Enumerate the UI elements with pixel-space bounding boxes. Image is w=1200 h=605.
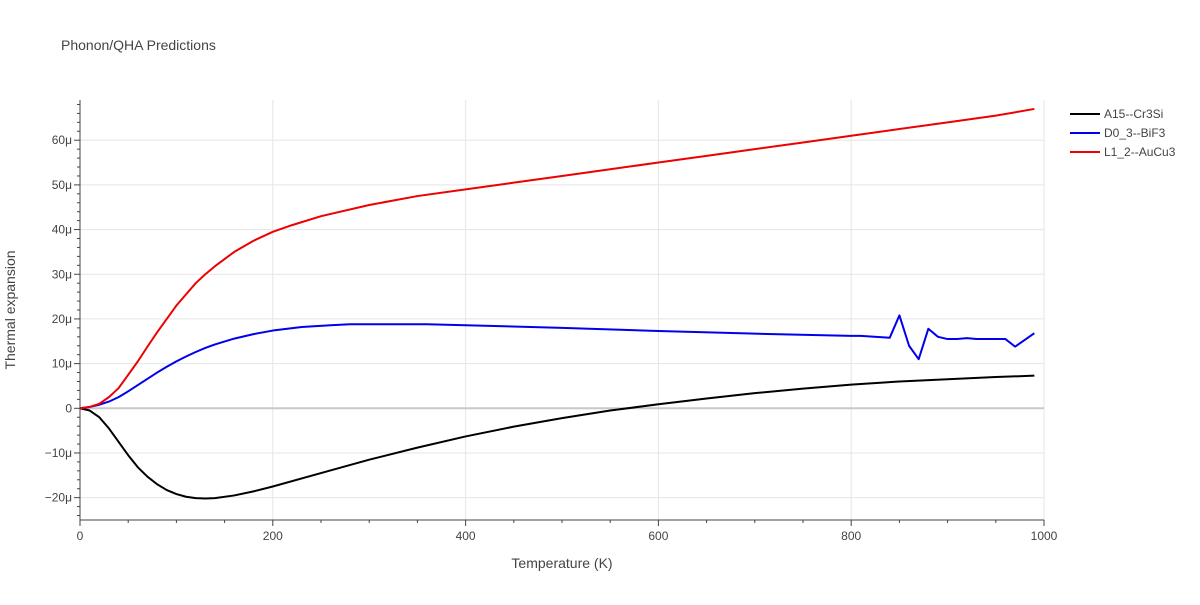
y-tick-label: 40μ bbox=[52, 223, 72, 237]
y-axis-title: Thermal expansion bbox=[2, 250, 18, 369]
y-tick-label: 50μ bbox=[52, 178, 72, 192]
series-line-D0_3--BiF3[interactable] bbox=[79, 314, 1035, 410]
y-tick-label: 60μ bbox=[52, 133, 72, 147]
x-tick-label: 400 bbox=[456, 529, 476, 543]
y-tick-label: −20μ bbox=[45, 491, 72, 505]
series-layer bbox=[79, 107, 1035, 500]
y-tick-label: 0 bbox=[65, 401, 72, 415]
grid-layer bbox=[80, 100, 1045, 520]
x-tick-label: 600 bbox=[648, 529, 668, 543]
series-line-A15--Cr3Si[interactable] bbox=[79, 374, 1035, 500]
x-tick-label: 0 bbox=[77, 529, 84, 543]
x-tick-label: 800 bbox=[841, 529, 861, 543]
y-tick-label: −10μ bbox=[45, 446, 72, 460]
y-tick-label: 30μ bbox=[52, 267, 72, 281]
x-tick-label: 200 bbox=[263, 529, 283, 543]
legend: A15--Cr3Si D0_3--BiF3 L1_2--AuCu3 bbox=[1070, 107, 1176, 159]
legend-item-label[interactable]: D0_3--BiF3 bbox=[1104, 126, 1166, 140]
chart-title: Phonon/QHA Predictions bbox=[61, 37, 216, 53]
y-tick-label: 20μ bbox=[52, 312, 72, 326]
axis-layer: 0 200 400 600 800 1000 −20μ −10μ 0 10μ 20μ 30μ 40μ 50… bbox=[45, 100, 1058, 543]
series-line-L1_2--AuCu3[interactable] bbox=[79, 107, 1035, 410]
legend-item-label[interactable]: A15--Cr3Si bbox=[1104, 107, 1163, 121]
y-tick-label: 10μ bbox=[52, 357, 72, 371]
x-axis-title: Temperature (K) bbox=[511, 555, 612, 571]
legend-item-label[interactable]: L1_2--AuCu3 bbox=[1104, 145, 1176, 159]
x-tick-label: 1000 bbox=[1031, 529, 1058, 543]
